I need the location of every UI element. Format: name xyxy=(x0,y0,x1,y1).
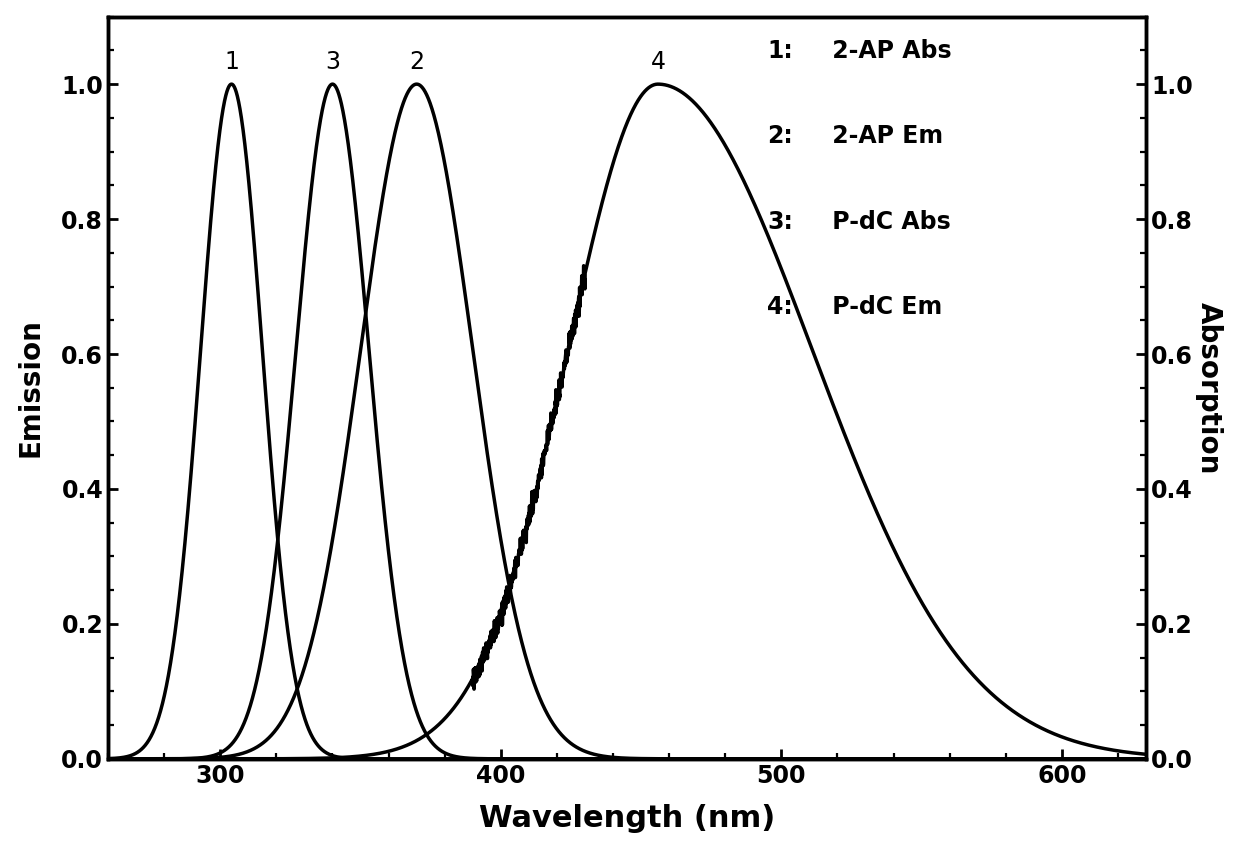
Text: 1: 1 xyxy=(224,50,239,74)
Text: 2:: 2: xyxy=(768,124,792,148)
Text: 2-AP Abs: 2-AP Abs xyxy=(825,39,952,63)
Text: 2-AP Em: 2-AP Em xyxy=(825,124,944,148)
Text: 1:: 1: xyxy=(768,39,792,63)
Text: P-dC Em: P-dC Em xyxy=(825,295,942,319)
Text: 2: 2 xyxy=(409,50,424,74)
X-axis label: Wavelength (nm): Wavelength (nm) xyxy=(479,804,775,833)
Text: 4:: 4: xyxy=(768,295,792,319)
Y-axis label: Absorption: Absorption xyxy=(1195,302,1224,474)
Text: 3: 3 xyxy=(325,50,340,74)
Text: 3:: 3: xyxy=(768,210,794,234)
Text: 4: 4 xyxy=(651,50,666,74)
Text: P-dC Abs: P-dC Abs xyxy=(825,210,951,234)
Y-axis label: Emission: Emission xyxy=(16,318,45,457)
